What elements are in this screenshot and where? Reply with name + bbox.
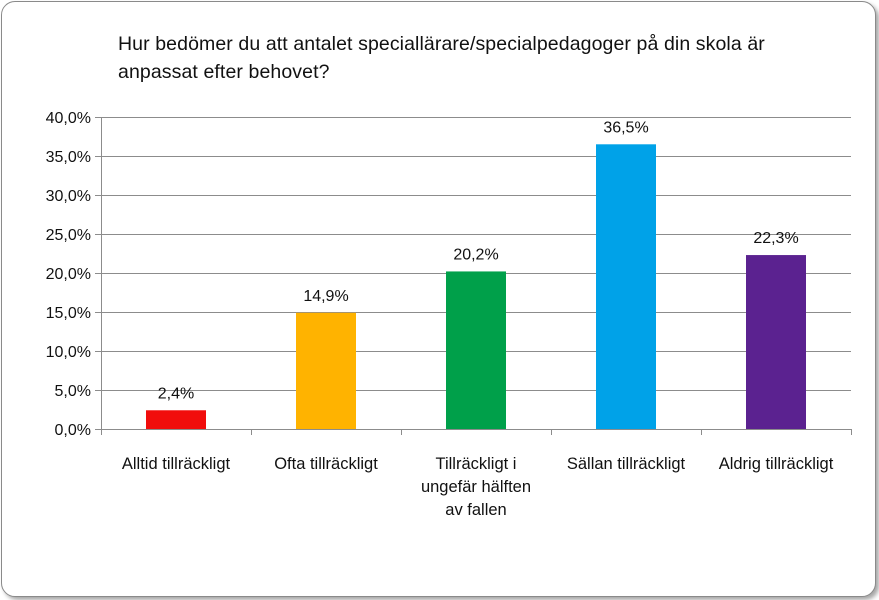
bar [146, 410, 206, 429]
x-category-label: Ofta tillräckligt [274, 455, 378, 473]
y-tick-label: 25,0% [46, 227, 91, 244]
y-tick-label: 35,0% [46, 149, 91, 166]
bar [296, 312, 356, 429]
x-category-label: Alltid tillräckligt [122, 455, 231, 473]
bar [596, 144, 656, 430]
x-category-label: av fallen [445, 501, 506, 519]
chart-title: Hur bedömer du att antalet speciallärare… [118, 33, 765, 83]
y-tick-label: 10,0% [46, 344, 91, 361]
x-category-label: Aldrig tillräckligt [719, 455, 834, 473]
bar [746, 255, 806, 429]
y-tick-label: 20,0% [46, 266, 91, 283]
y-tick-label: 40,0% [46, 110, 91, 127]
x-category-label: Tillräckligt i [436, 455, 517, 473]
x-category-label: Sällan tillräckligt [567, 455, 686, 473]
data-label: 36,5% [603, 119, 648, 136]
data-label: 20,2% [453, 246, 498, 263]
y-tick-label: 5,0% [55, 383, 91, 400]
y-tick-label: 30,0% [46, 188, 91, 205]
y-tick-label: 0,0% [55, 422, 91, 439]
y-tick-label: 15,0% [46, 305, 91, 322]
data-label: 2,4% [158, 385, 194, 402]
data-label: 14,9% [303, 288, 348, 305]
bar [446, 271, 506, 429]
data-label: 22,3% [753, 230, 798, 247]
x-category-label: ungefär hälften [421, 478, 531, 496]
